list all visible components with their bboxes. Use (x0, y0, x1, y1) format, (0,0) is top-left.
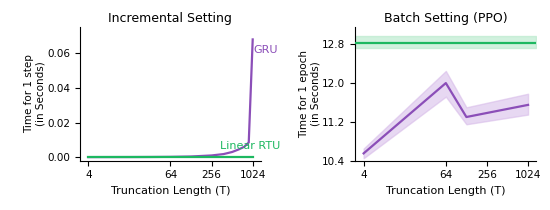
X-axis label: Truncation Length (T): Truncation Length (T) (386, 186, 505, 196)
Text: GRU: GRU (254, 45, 278, 55)
X-axis label: Truncation Length (T): Truncation Length (T) (111, 186, 230, 196)
Title: Batch Setting (PPO): Batch Setting (PPO) (384, 12, 508, 25)
Y-axis label: Time for 1 epoch
(in Seconds): Time for 1 epoch (in Seconds) (299, 50, 321, 138)
Text: Linear RTU: Linear RTU (220, 141, 280, 151)
Title: Incremental Setting: Incremental Setting (108, 12, 232, 25)
Y-axis label: Time for 1 step
(in Seconds): Time for 1 step (in Seconds) (24, 55, 46, 133)
